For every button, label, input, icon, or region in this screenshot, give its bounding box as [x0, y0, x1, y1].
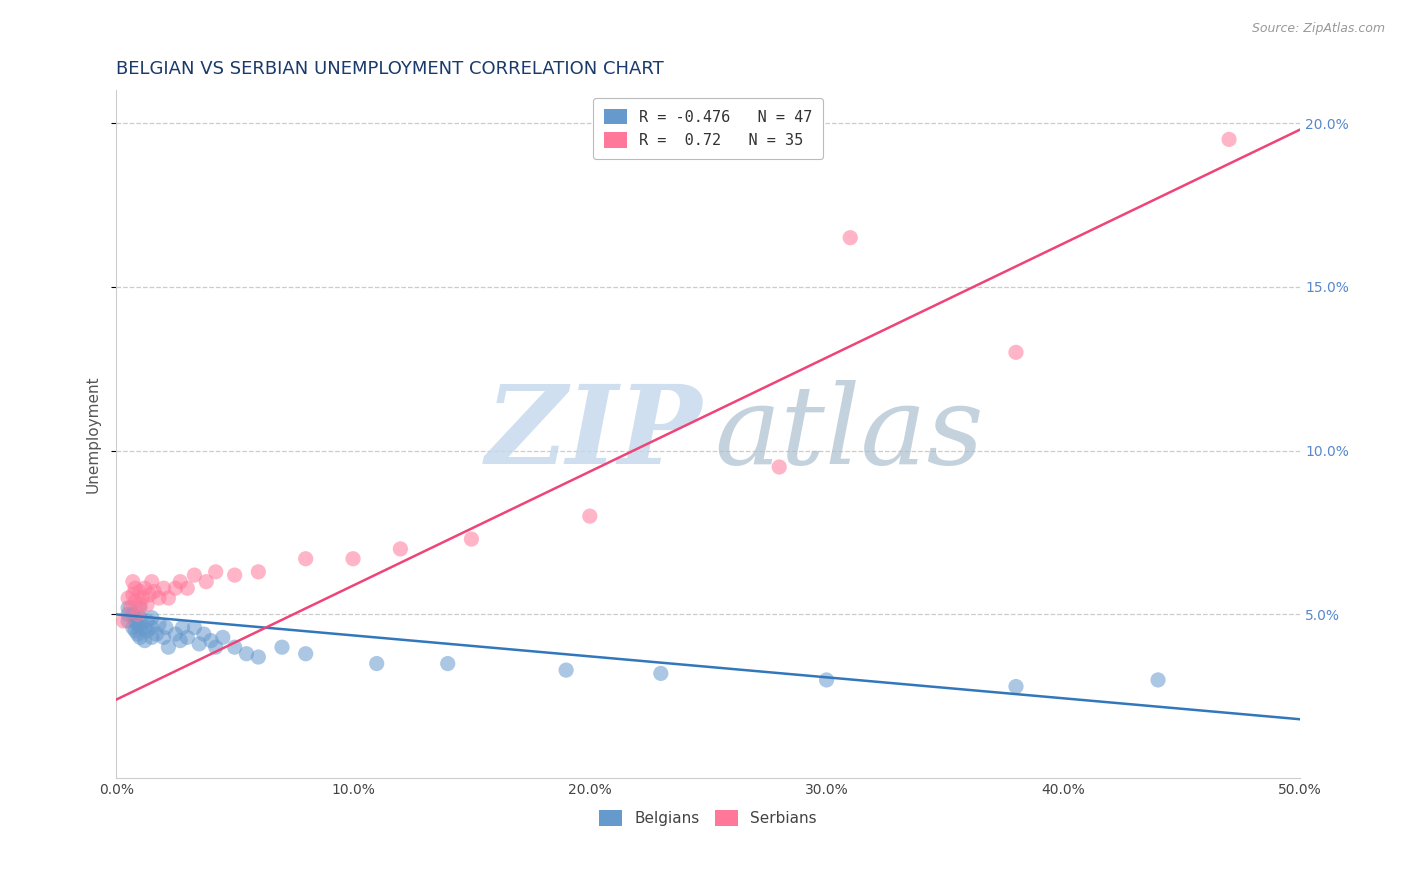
Point — [294, 647, 316, 661]
Point — [768, 460, 790, 475]
Text: Source: ZipAtlas.com: Source: ZipAtlas.com — [1251, 22, 1385, 36]
Point — [117, 600, 139, 615]
Point — [211, 631, 233, 645]
Point — [141, 621, 163, 635]
Point — [136, 624, 159, 638]
Point — [127, 607, 149, 622]
Point — [188, 637, 211, 651]
Point — [578, 509, 600, 524]
Point — [145, 627, 167, 641]
Point — [366, 657, 388, 671]
Point — [204, 565, 226, 579]
Point — [157, 640, 180, 655]
Point — [183, 621, 205, 635]
Point — [436, 657, 458, 671]
Point — [129, 621, 152, 635]
Point — [650, 666, 672, 681]
Y-axis label: Unemployment: Unemployment — [86, 376, 100, 493]
Text: BELGIAN VS SERBIAN UNEMPLOYMENT CORRELATION CHART: BELGIAN VS SERBIAN UNEMPLOYMENT CORRELAT… — [117, 60, 664, 78]
Point — [129, 598, 152, 612]
Point — [143, 584, 166, 599]
Point — [204, 640, 226, 655]
Point — [117, 607, 139, 622]
Point — [271, 640, 294, 655]
Point — [294, 551, 316, 566]
Point — [124, 624, 146, 638]
Point — [176, 581, 198, 595]
Point — [1218, 132, 1240, 146]
Point — [176, 631, 198, 645]
Point — [342, 551, 364, 566]
Point — [1147, 673, 1170, 687]
Point — [129, 610, 152, 624]
Point — [124, 594, 146, 608]
Point — [121, 574, 143, 589]
Point — [183, 568, 205, 582]
Point — [165, 627, 187, 641]
Point — [134, 581, 156, 595]
Point — [141, 631, 163, 645]
Point — [127, 617, 149, 632]
Point — [117, 614, 139, 628]
Point — [744, 116, 766, 130]
Point — [120, 600, 142, 615]
Point — [169, 633, 191, 648]
Point — [195, 574, 218, 589]
Point — [172, 621, 194, 635]
Point — [148, 617, 170, 632]
Point — [165, 581, 187, 595]
Point — [141, 610, 163, 624]
Point — [131, 591, 153, 605]
Point — [555, 663, 578, 677]
Point — [1005, 345, 1028, 359]
Point — [129, 631, 152, 645]
Point — [124, 614, 146, 628]
Point — [224, 568, 246, 582]
Legend: Belgians, Serbians: Belgians, Serbians — [593, 805, 823, 832]
Point — [815, 673, 838, 687]
Text: ZIP: ZIP — [485, 381, 702, 488]
Point — [389, 541, 412, 556]
Point — [152, 631, 174, 645]
Point — [124, 581, 146, 595]
Point — [247, 565, 270, 579]
Point — [121, 621, 143, 635]
Point — [155, 621, 177, 635]
Point — [117, 591, 139, 605]
Point — [839, 230, 862, 244]
Point — [129, 600, 152, 615]
Point — [112, 614, 135, 628]
Point — [460, 532, 482, 546]
Point — [247, 650, 270, 665]
Point — [193, 627, 215, 641]
Point — [152, 581, 174, 595]
Point — [129, 584, 152, 599]
Text: atlas: atlas — [714, 381, 984, 488]
Point — [134, 633, 156, 648]
Point — [121, 607, 143, 622]
Point — [127, 627, 149, 641]
Point — [169, 574, 191, 589]
Point — [121, 588, 143, 602]
Point — [136, 598, 159, 612]
Point — [157, 591, 180, 605]
Point — [224, 640, 246, 655]
Point — [148, 591, 170, 605]
Point — [235, 647, 257, 661]
Point — [136, 614, 159, 628]
Point — [138, 588, 160, 602]
Point — [134, 621, 156, 635]
Point — [200, 633, 222, 648]
Point — [1005, 680, 1028, 694]
Point — [141, 574, 163, 589]
